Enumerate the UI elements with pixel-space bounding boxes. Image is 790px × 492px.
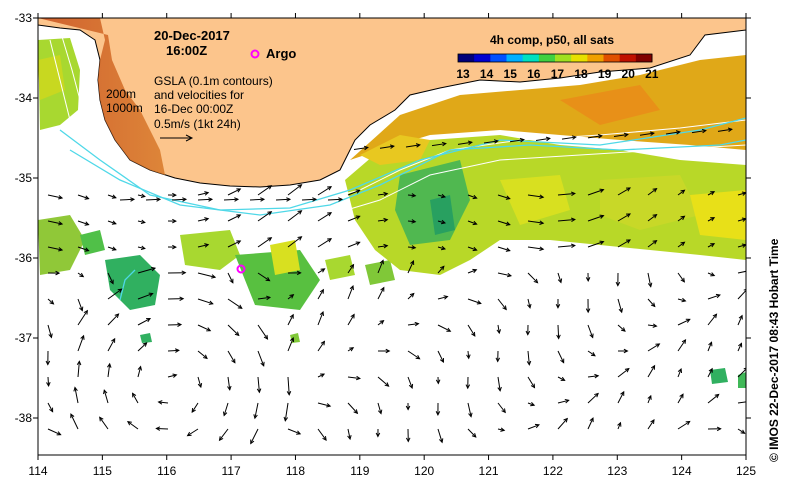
velocity-arrows (45, 127, 746, 445)
colorbar-tick-label: 19 (598, 67, 612, 81)
depth-label-200: 200m (106, 87, 136, 101)
plot-frame (37, 17, 747, 456)
colorbar-swatch (619, 54, 637, 62)
colorbar-swatch (474, 54, 491, 62)
colorbar-tick-label: 21 (645, 67, 659, 81)
gsla-contours (59, 117, 746, 301)
x-tick-label: 116 (157, 464, 176, 478)
x-tick-label: 123 (607, 464, 627, 478)
colorbar-swatch (538, 54, 556, 62)
colorbar-swatch (635, 54, 653, 62)
x-tick-label: 120 (414, 464, 434, 478)
legend-line-2: and velocities for (154, 88, 244, 102)
argo-legend-label: Argo (266, 46, 296, 61)
x-tick-label: 124 (672, 464, 692, 478)
colorbar-swatch (490, 54, 507, 62)
argo-float-marker (236, 264, 246, 274)
colorbar-swatch (458, 54, 475, 62)
colorbar-swatch (555, 54, 572, 62)
y-axis: -33 -34 -35 -36 -37 -38 (15, 11, 751, 425)
colorbar-tick-label: 15 (504, 67, 518, 81)
colorbar-title: 4h comp, p50, all sats (490, 33, 614, 47)
colorbar-swatches (458, 54, 653, 62)
colorbar-tick-label: 17 (551, 67, 565, 81)
isobaths (49, 29, 746, 221)
colorbar-ticks: 13 14 15 16 17 18 19 20 21 (456, 67, 658, 81)
colorbar: 4h comp, p50, all sats 13 14 15 16 17 18 19 20 2… (456, 33, 658, 81)
x-tick-label: 118 (286, 464, 305, 478)
x-axis: 114 115 116 117 118 119 120 121 122 123 124 125 (28, 13, 756, 478)
colorbar-tick-label: 18 (574, 67, 588, 81)
y-tick-label: -37 (15, 331, 33, 345)
legend-line-3: 16-Dec 00:00Z (154, 102, 233, 116)
legend-line-4: 0.5m/s (1kt 24h) (154, 117, 241, 131)
colorbar-swatch (506, 54, 524, 62)
depth-label-1000: 1000m (106, 101, 143, 115)
y-tick-label: -34 (15, 91, 33, 105)
gsla-legend: GSLA (0.1m contours) and velocities for … (154, 74, 273, 142)
colorbar-swatch (603, 54, 621, 62)
title-date: 20-Dec-2017 (154, 28, 230, 43)
x-tick-label: 125 (736, 464, 756, 478)
colorbar-tick-label: 20 (622, 67, 636, 81)
scale-arrow-head (185, 134, 194, 142)
colorbar-swatch (587, 54, 604, 62)
credit-text: © IMOS 22-Dec-2017 08:43 Hobart Time (767, 238, 781, 462)
y-tick-label: -36 (15, 251, 33, 265)
colorbar-swatch (522, 54, 540, 62)
colorbar-tick-label: 16 (527, 67, 541, 81)
x-tick-label: 122 (543, 464, 563, 478)
x-tick-label: 117 (222, 464, 241, 478)
y-tick-label: -33 (15, 11, 33, 25)
colorbar-tick-label: 13 (456, 67, 470, 81)
title-time: 16:00Z (166, 43, 207, 58)
x-tick-label: 115 (93, 464, 112, 478)
x-tick-label: 114 (28, 464, 47, 478)
colorbar-swatch (571, 54, 588, 62)
colorbar-frame (457, 53, 653, 63)
y-tick-label: -38 (15, 411, 33, 425)
legend-line-1: GSLA (0.1m contours) (154, 74, 273, 88)
x-tick-label: 121 (479, 464, 499, 478)
coastal-warm-band (38, 18, 165, 175)
argo-legend: Argo (250, 46, 296, 61)
x-tick-label: 119 (350, 464, 369, 478)
y-tick-label: -35 (15, 171, 33, 185)
colorbar-tick-label: 14 (480, 67, 494, 81)
